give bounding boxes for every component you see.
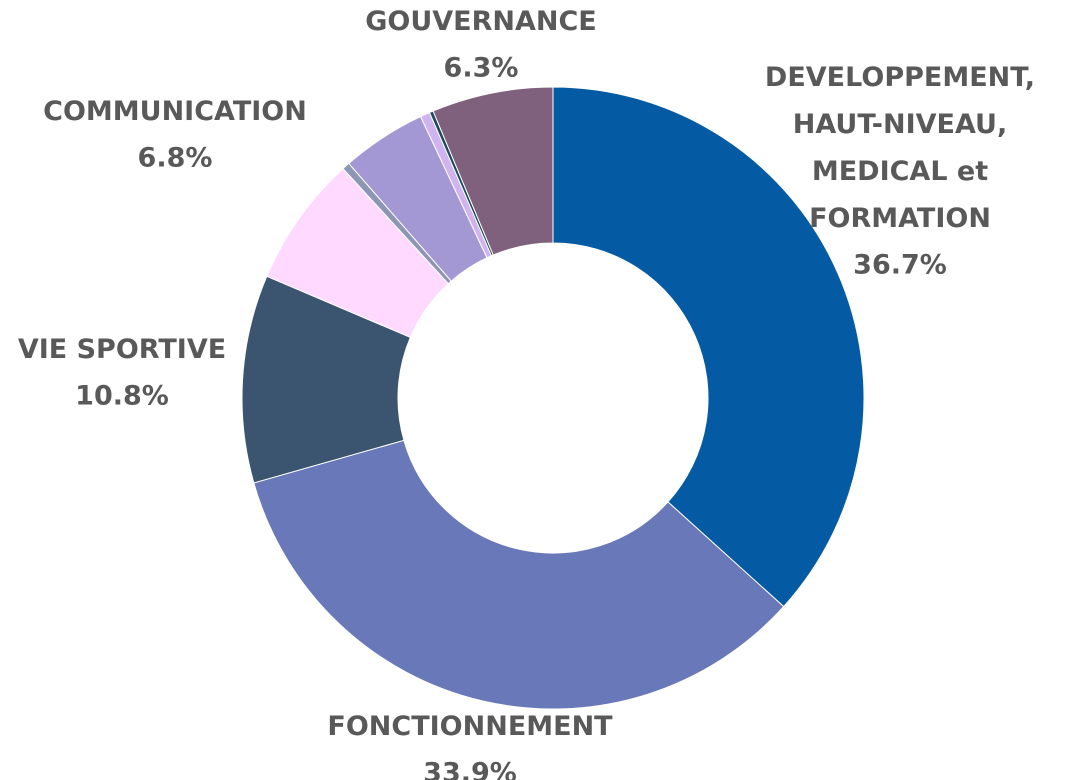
donut-slice xyxy=(253,439,785,710)
slice-value-label: 36.7% xyxy=(853,250,947,281)
donut-slice xyxy=(552,86,865,608)
slice-label: VIE SPORTIVE xyxy=(18,334,226,365)
slice-label: COMMUNICATION xyxy=(43,96,307,127)
slice-value-label: 6.3% xyxy=(444,53,519,84)
slice-value-label: 33.9% xyxy=(423,758,517,780)
slice-label: DEVELOPPEMENT, HAUT-NIVEAU, MEDICAL et FORM… xyxy=(765,62,1035,234)
slice-value-label: 6.8% xyxy=(138,143,213,174)
slice-label: FONCTIONNEMENT xyxy=(327,711,613,742)
slice-label: GOUVERNANCE xyxy=(365,6,597,37)
donut-slice xyxy=(432,86,554,256)
slice-value-label: 10.8% xyxy=(75,381,169,412)
